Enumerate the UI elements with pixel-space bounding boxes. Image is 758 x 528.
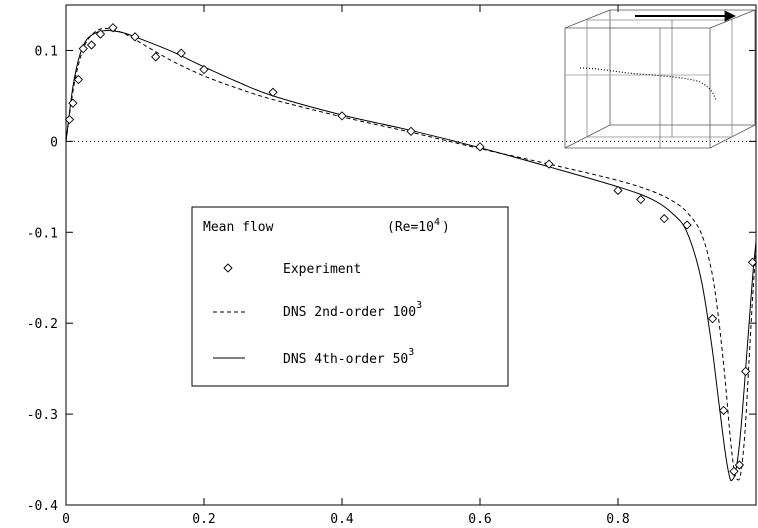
x-tick-label: 0.4	[330, 512, 354, 527]
experiment-point	[95, 29, 106, 39]
y-axis-ticks: 0.1 0 -0.1 -0.2 -0.3 -0.4	[27, 44, 756, 514]
experiment-point	[64, 114, 75, 125]
experiment-point	[130, 32, 140, 42]
legend-title: Mean flow	[203, 220, 274, 235]
cube-profile-curve	[579, 67, 717, 101]
experiment-point	[337, 111, 347, 121]
series-experiment	[64, 23, 758, 477]
experiment-point	[636, 194, 646, 205]
experiment-point	[718, 405, 729, 416]
y-tick-label: -0.1	[27, 226, 58, 241]
x-tick-label: 0.8	[606, 512, 629, 527]
experiment-point	[268, 87, 278, 97]
experiment-point	[68, 98, 78, 108]
cube-mid-plane	[586, 19, 733, 138]
cube-edge	[564, 124, 611, 149]
experiment-point	[151, 52, 161, 62]
legend-entry-experiment: Experiment	[283, 262, 361, 277]
x-axis-ticks: 0 0.2 0.4 0.6 0.8	[62, 5, 630, 527]
experiment-point	[734, 460, 745, 470]
experiment-point	[475, 142, 485, 152]
experiment-point	[86, 40, 97, 50]
legend-marker-diamond-icon	[223, 263, 233, 273]
series-line-dns-2nd-order	[65, 27, 757, 481]
experiment-point	[707, 313, 718, 324]
experiment-point	[747, 257, 758, 267]
legend-entry-dns-2nd-order: DNS 2nd-order 1003	[283, 300, 422, 320]
lid-velocity-arrowhead-icon	[724, 10, 736, 22]
x-tick-label: 0	[62, 512, 70, 527]
y-tick-label: 0	[50, 135, 58, 150]
experiment-point	[73, 74, 84, 85]
x-tick-label: 0.2	[192, 512, 215, 527]
experiment-point	[544, 159, 554, 169]
cube-back-face	[609, 9, 756, 126]
legend-title-note: (Re=104)	[387, 217, 450, 235]
cavity-cube-inset	[564, 9, 756, 149]
experiment-point	[199, 64, 209, 75]
legend: Mean flow (Re=104) Experiment DNS 2nd-or…	[191, 206, 509, 387]
experiment-point	[729, 466, 739, 477]
experiment-point	[176, 48, 186, 58]
legend-entry-dns-4th-order: DNS 4th-order 503	[283, 347, 414, 367]
experiment-point	[108, 23, 118, 33]
legend-box	[191, 206, 509, 387]
experiment-point	[659, 213, 669, 224]
experiment-point	[682, 220, 692, 230]
y-tick-label: -0.2	[27, 317, 58, 332]
y-tick-label: -0.4	[27, 499, 58, 514]
experiment-point	[78, 44, 88, 54]
cube-edge	[709, 124, 756, 149]
cube-edge	[564, 9, 611, 29]
series-layer	[64, 23, 758, 482]
experiment-point	[741, 366, 751, 377]
x-tick-label: 0.6	[468, 512, 491, 527]
experiment-point	[406, 126, 416, 137]
y-tick-label: 0.1	[35, 44, 58, 59]
experiment-point	[613, 185, 623, 196]
y-tick-label: -0.3	[27, 408, 58, 423]
cube-edge	[709, 9, 756, 29]
